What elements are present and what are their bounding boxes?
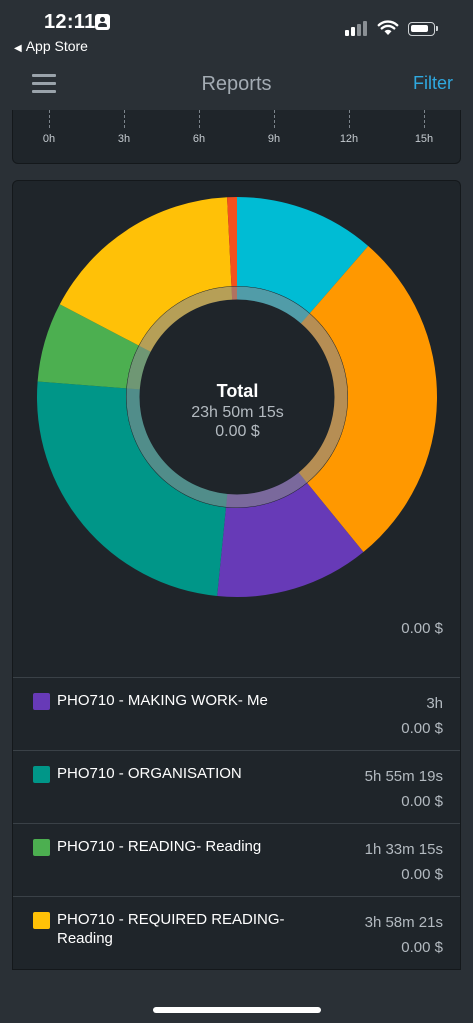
donut-inner-ring-segment bbox=[126, 345, 151, 390]
donut-slice[interactable] bbox=[59, 197, 232, 346]
status-time: 12:11 bbox=[44, 11, 96, 33]
item-amount: 0.00 $ bbox=[401, 720, 443, 737]
wifi-icon bbox=[377, 20, 399, 35]
donut-chart[interactable] bbox=[13, 181, 462, 615]
axis-tick: 6h bbox=[169, 110, 229, 145]
contact-card-icon bbox=[95, 14, 110, 30]
navigation-bar: Reports Filter bbox=[0, 58, 473, 110]
item-name: PHO710 - ORGANISATION bbox=[57, 765, 242, 782]
filter-button[interactable]: Filter bbox=[413, 73, 453, 93]
color-swatch bbox=[33, 839, 50, 856]
donut-slice[interactable] bbox=[237, 197, 369, 314]
color-swatch bbox=[33, 912, 50, 929]
list-item[interactable]: PHO710 - REQUIRED READING- Reading 3h 58… bbox=[13, 896, 460, 969]
center-total-duration: 23h 50m 15s bbox=[191, 404, 284, 421]
axis-tick: 9h bbox=[244, 110, 304, 145]
list-item[interactable]: PHO710 - ORGANISATION 5h 55m 19s 0.00 $ bbox=[13, 750, 460, 823]
donut-inner-ring-segment bbox=[139, 286, 233, 352]
donut-inner-ring-segment bbox=[298, 313, 348, 483]
list-item[interactable]: PHO710 - READING- Reading 1h 33m 15s 0.0… bbox=[13, 823, 460, 896]
axis-tick-label: 0h bbox=[42, 133, 56, 145]
item-duration: 1h 33m 15s bbox=[364, 841, 443, 858]
color-swatch bbox=[33, 693, 50, 710]
item-name: PHO710 - READING- Reading bbox=[57, 838, 262, 855]
project-list: 0.00 $ PHO710 - MAKING WORK- Me 3h 0.00 … bbox=[12, 614, 461, 970]
donut-slice[interactable] bbox=[307, 246, 437, 552]
back-to-app-link[interactable]: ◀ App Store bbox=[14, 38, 88, 54]
chart-center-summary: Total 23h 50m 15s 0.00 $ bbox=[13, 381, 462, 441]
axis-tick-label: 12h bbox=[339, 133, 359, 145]
list-item[interactable]: PHO710 - MAKING WORK- Me 3h 0.00 $ bbox=[13, 677, 460, 750]
status-bar: 12:11 ◀ App Store bbox=[0, 0, 473, 58]
axis-tick: 0h bbox=[19, 110, 79, 145]
item-duration: 3h bbox=[426, 695, 443, 712]
axis-tick: 3h bbox=[94, 110, 154, 145]
item-name: PHO710 - REQUIRED READING- Reading bbox=[57, 911, 285, 947]
donut-inner-ring-segment bbox=[236, 286, 310, 324]
back-triangle-icon: ◀ bbox=[14, 43, 22, 54]
battery-icon bbox=[408, 22, 438, 36]
axis-tick-label: 3h bbox=[117, 133, 131, 145]
item-duration: 5h 55m 19s bbox=[364, 768, 443, 785]
donut-center-hole bbox=[140, 300, 334, 494]
axis-tick-label: 9h bbox=[267, 133, 281, 145]
item-duration: 3h 58m 21s bbox=[364, 914, 443, 931]
donut-inner-ring-segment bbox=[126, 388, 228, 507]
center-total-label: Total bbox=[216, 381, 259, 401]
axis-tick-label: 6h bbox=[192, 133, 206, 145]
list-item[interactable]: 0.00 $ bbox=[13, 614, 460, 651]
center-total-amount: 0.00 $ bbox=[215, 423, 260, 440]
donut-slice[interactable] bbox=[37, 381, 226, 597]
axis-tick-label: 15h bbox=[414, 133, 434, 145]
menu-icon[interactable] bbox=[32, 74, 56, 93]
axis-tick: 15h bbox=[394, 110, 454, 145]
timeline-axis-card: 0h 3h 6h 9h 12h 15h bbox=[12, 110, 461, 164]
item-amount: 0.00 $ bbox=[401, 620, 443, 637]
color-swatch bbox=[33, 766, 50, 783]
cellular-signal-icon bbox=[345, 20, 369, 36]
item-name: PHO710 - MAKING WORK- Me bbox=[57, 692, 268, 709]
home-indicator[interactable] bbox=[153, 1007, 321, 1013]
back-app-label: App Store bbox=[25, 38, 88, 54]
donut-chart-card: Total 23h 50m 15s 0.00 $ bbox=[12, 180, 461, 614]
donut-inner-ring-segment bbox=[226, 472, 307, 508]
axis-tick: 12h bbox=[319, 110, 379, 145]
item-amount: 0.00 $ bbox=[401, 793, 443, 810]
donut-slice[interactable] bbox=[217, 483, 364, 597]
donut-ring-highlight bbox=[126, 286, 348, 508]
donut-slice[interactable] bbox=[37, 304, 139, 389]
donut-slice[interactable] bbox=[227, 197, 237, 287]
page-title: Reports bbox=[201, 73, 272, 95]
item-amount: 0.00 $ bbox=[401, 939, 443, 956]
item-amount: 0.00 $ bbox=[401, 866, 443, 883]
